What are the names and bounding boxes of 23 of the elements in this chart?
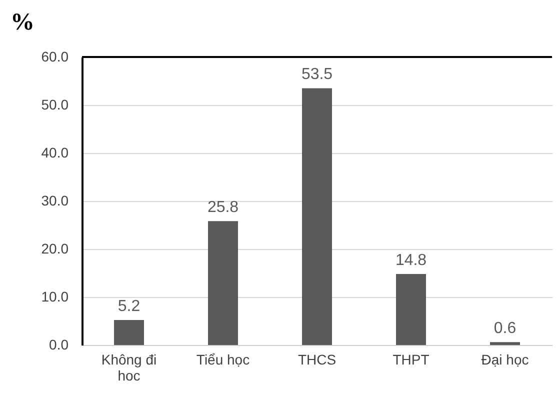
bar bbox=[302, 88, 332, 345]
y-tick-label: 60.0 bbox=[41, 48, 69, 64]
y-axis-title: % bbox=[10, 10, 34, 36]
data-label: 53.5 bbox=[301, 66, 333, 84]
y-tick-label: 0.0 bbox=[49, 336, 69, 352]
x-tick-label: Tiểu học bbox=[196, 352, 250, 368]
y-tick-label: 50.0 bbox=[41, 96, 69, 112]
x-tick-label: THPT bbox=[392, 352, 430, 368]
data-label: 25.8 bbox=[207, 199, 239, 216]
data-label: 14.8 bbox=[395, 252, 427, 269]
x-tick-label: Không đi hoc bbox=[101, 352, 157, 384]
bar bbox=[208, 221, 238, 345]
bar bbox=[114, 320, 144, 345]
data-label: 5.2 bbox=[118, 298, 140, 316]
y-tick-label: 20.0 bbox=[41, 240, 69, 256]
bar bbox=[396, 274, 426, 345]
x-tick-label: THCS bbox=[298, 352, 336, 368]
y-tick-label: 30.0 bbox=[41, 192, 69, 208]
data-label: 0.6 bbox=[494, 320, 516, 338]
y-tick-label: 10.0 bbox=[41, 288, 69, 304]
bar bbox=[490, 342, 520, 345]
y-tick-label: 40.0 bbox=[41, 144, 69, 160]
x-tick-label: Đại học bbox=[481, 352, 529, 368]
